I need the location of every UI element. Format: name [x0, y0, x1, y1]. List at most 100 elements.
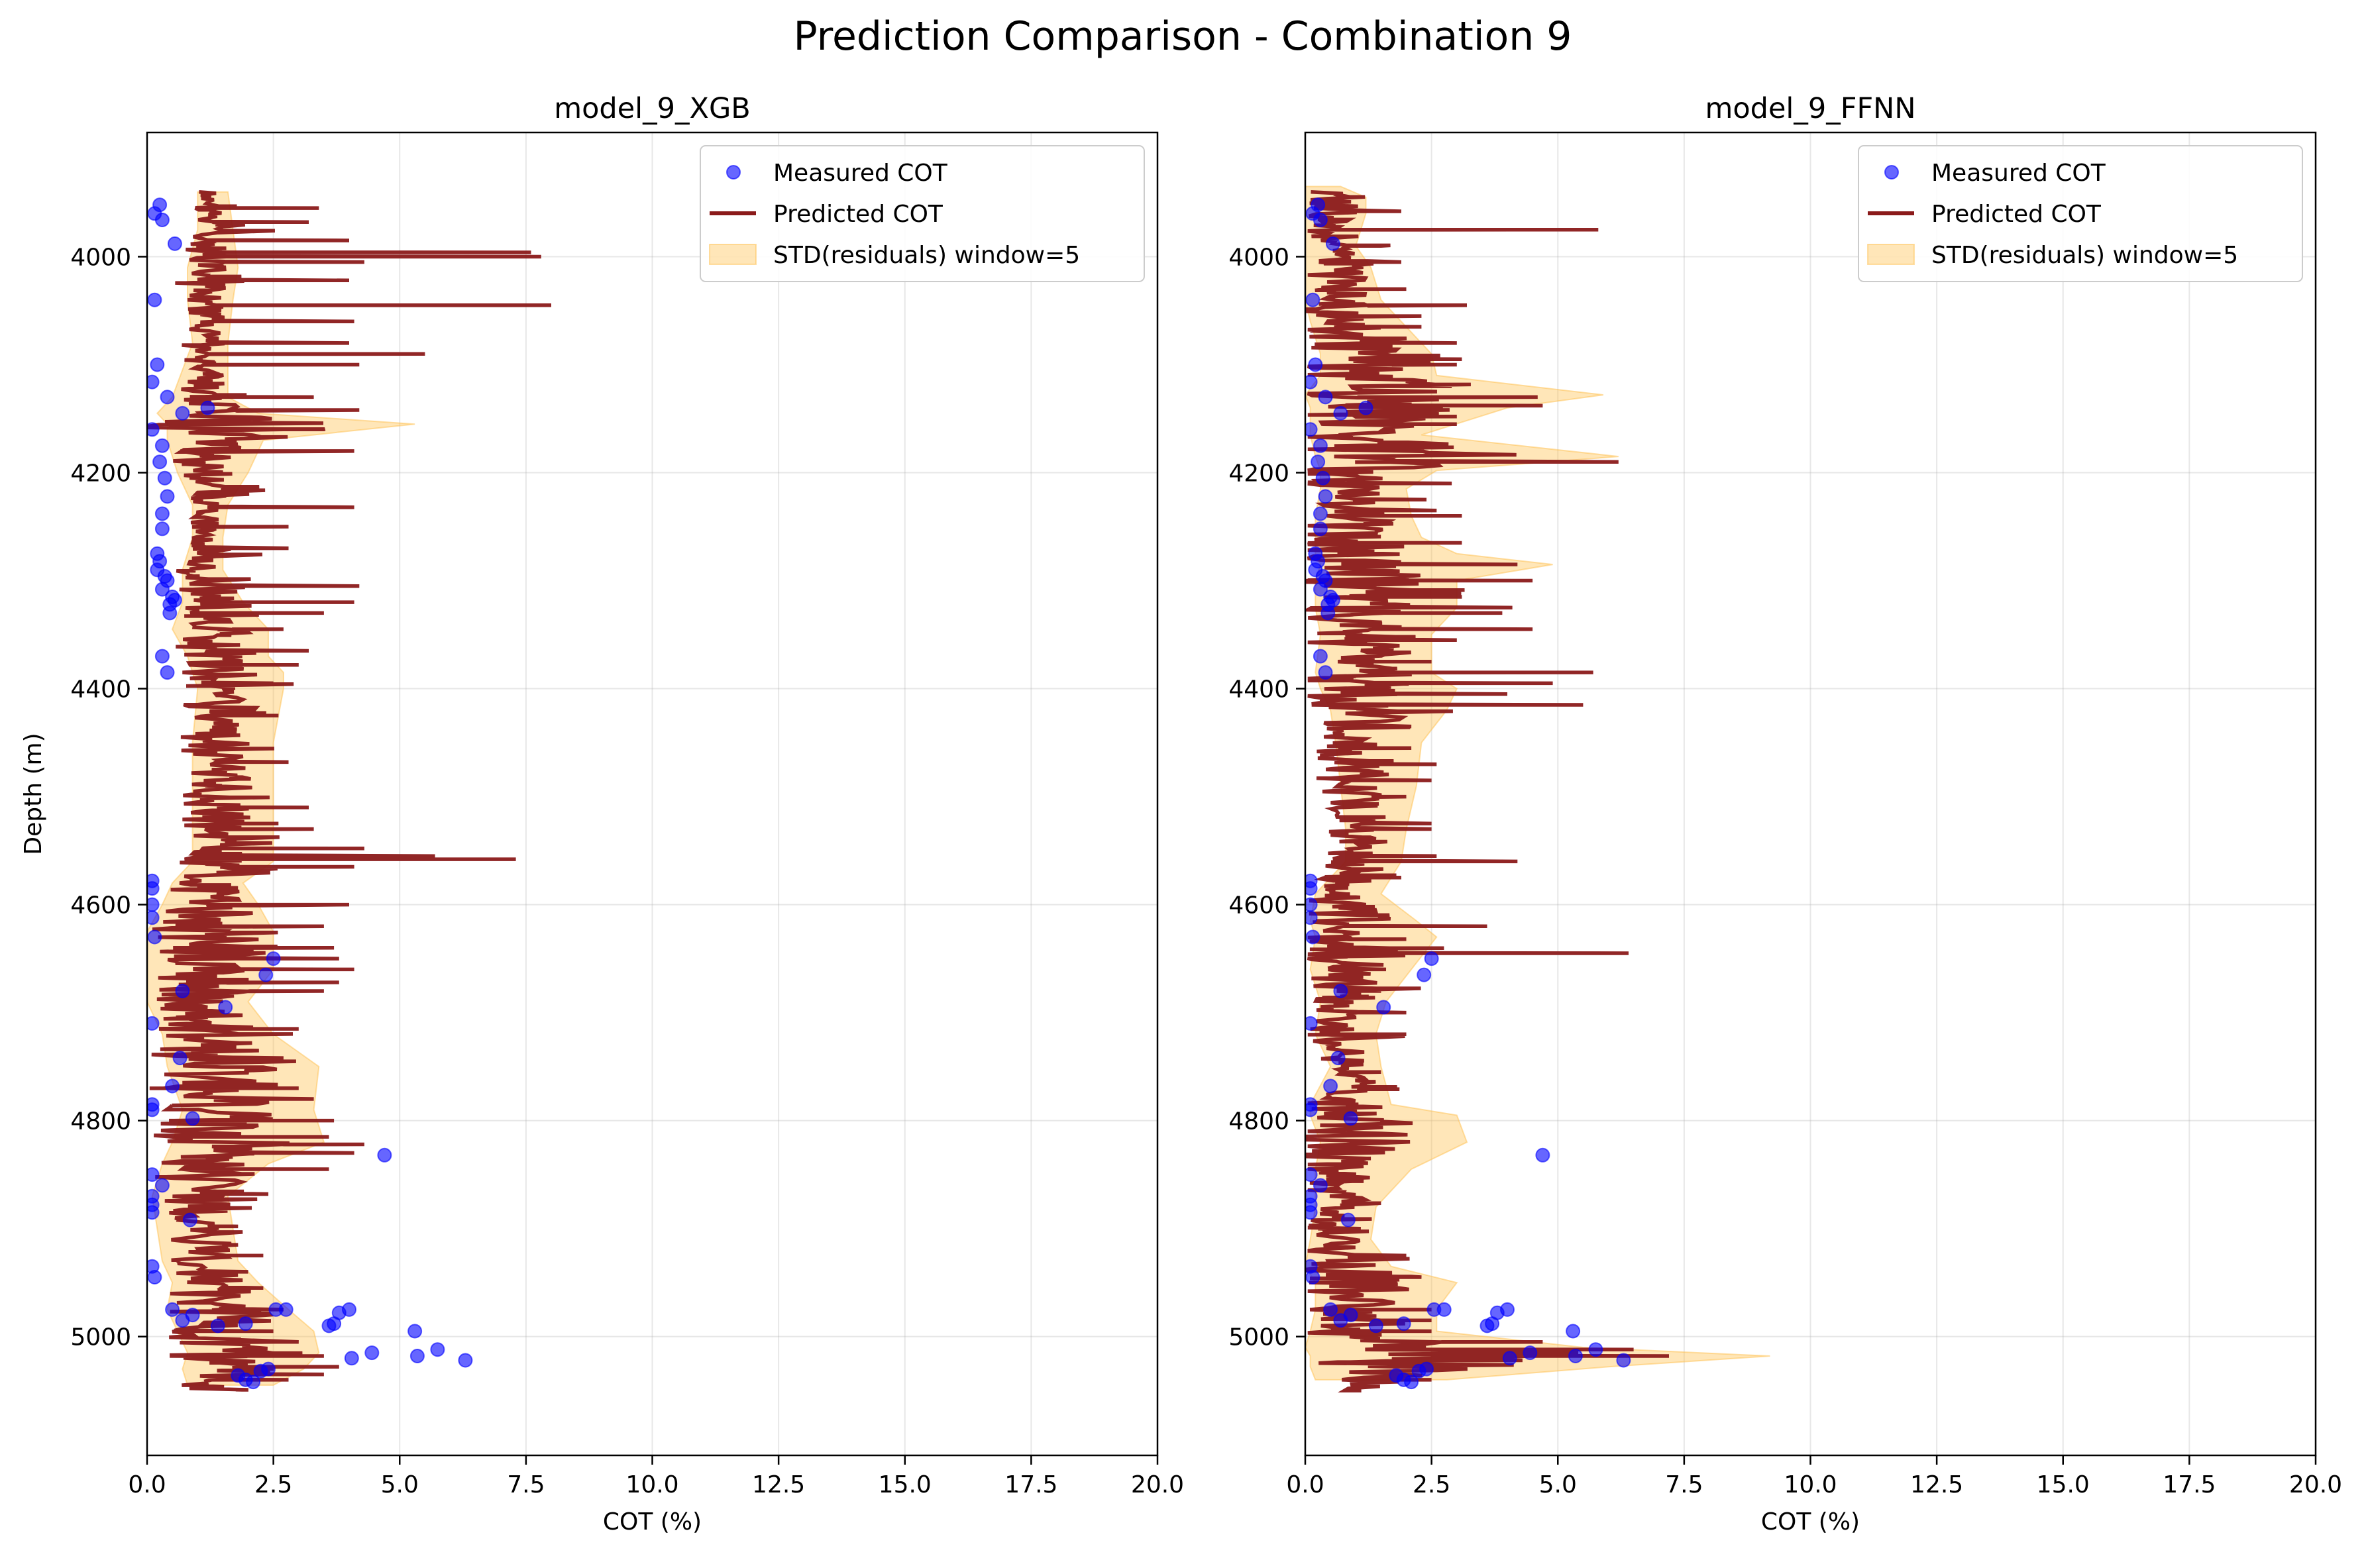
measured-point: [1502, 1351, 1517, 1366]
measured-point: [1313, 506, 1328, 521]
measured-point: [160, 390, 175, 405]
measured-point: [147, 929, 162, 945]
y-tick-label: 4800: [70, 1108, 131, 1135]
y-tick-label: 4400: [70, 676, 131, 704]
measured-point: [1315, 470, 1330, 486]
measured-point: [1305, 422, 1318, 437]
y-tick-label: 5000: [70, 1324, 131, 1351]
measured-point: [1343, 1111, 1358, 1126]
measured-point: [253, 1363, 268, 1379]
x-tick-label: 10.0: [625, 1471, 678, 1498]
measured-point: [1411, 1363, 1426, 1379]
measured-point: [278, 1302, 294, 1317]
y-tick-label: 4200: [1228, 460, 1289, 488]
measured-point: [344, 1351, 359, 1366]
y-tick-label: 4800: [1228, 1108, 1289, 1135]
measured-point: [407, 1324, 423, 1339]
measured-point: [1313, 213, 1328, 227]
subplot-title: model_9_XGB: [554, 92, 751, 125]
measured-point: [1305, 881, 1318, 896]
x-tick-label: 10.0: [1784, 1471, 1837, 1498]
measured-point: [147, 881, 160, 896]
measured-point: [1616, 1353, 1631, 1368]
measured-point: [147, 1205, 160, 1220]
legend-marker-band: [1867, 244, 1915, 265]
measured-point: [147, 1167, 160, 1182]
measured-point: [1305, 1270, 1320, 1284]
y-tick-label: 4000: [1228, 244, 1289, 271]
measured-point: [1566, 1324, 1581, 1339]
measured-point: [1305, 1016, 1318, 1031]
measured-point: [218, 1000, 233, 1015]
x-tick-label: 15.0: [879, 1471, 932, 1498]
measured-point: [167, 236, 182, 251]
legend: Measured COT Predicted COT STD(residuals) …: [700, 145, 1145, 282]
x-tick-label: 2.5: [254, 1471, 292, 1498]
legend-box: [1858, 145, 2303, 282]
legend-label: Predicted COT: [773, 201, 943, 228]
measured-point: [147, 910, 160, 925]
measured-point: [1305, 1167, 1318, 1182]
measured-point: [1323, 1302, 1338, 1317]
measured-point: [1313, 438, 1328, 453]
measured-point: [377, 1147, 392, 1163]
measured-point: [430, 1342, 445, 1357]
y-tick-label: 4000: [70, 244, 131, 271]
measured-point: [1535, 1147, 1550, 1163]
figure-title: Prediction Comparison - Combination 9: [794, 13, 1572, 60]
legend-marker-measured: [726, 165, 741, 180]
y-tick-label: 4400: [1228, 676, 1289, 704]
measured-point: [1479, 1318, 1495, 1333]
measured-point: [172, 1051, 188, 1066]
legend-label: Predicted COT: [1931, 201, 2102, 228]
measured-point: [147, 1270, 162, 1284]
x-tick-label: 0.0: [1286, 1471, 1324, 1498]
measured-point: [1330, 1051, 1346, 1066]
x-tick-label: 7.5: [507, 1471, 545, 1498]
measured-point: [1340, 1212, 1356, 1228]
measured-point: [1368, 1318, 1383, 1333]
measured-point: [258, 967, 274, 982]
subplot-ffnn: 0.0 2.5 5.0 7.5 10.0 12.5 15.0 17.5 20.0 4000 4200…: [1228, 92, 2342, 1536]
measured-point: [409, 1349, 425, 1363]
measured-point: [1305, 910, 1318, 925]
measured-point: [458, 1353, 473, 1368]
measured-point: [1313, 649, 1328, 664]
measured-points: [1305, 197, 1631, 1390]
measured-point: [154, 582, 170, 597]
plot-area: [147, 189, 552, 1392]
predicted-cot-line: [1305, 189, 1670, 1392]
legend-label: Measured COT: [773, 160, 948, 187]
measured-point: [1313, 1178, 1328, 1193]
x-tick-label: 17.5: [1004, 1471, 1057, 1498]
measured-point: [160, 665, 175, 680]
measured-point: [160, 489, 175, 504]
measured-point: [321, 1318, 337, 1333]
measured-point: [1313, 521, 1328, 537]
x-tick-label: 20.0: [2289, 1471, 2342, 1498]
measured-point: [1323, 1078, 1338, 1094]
measured-point: [238, 1316, 253, 1332]
x-tick-label: 12.5: [1910, 1471, 1963, 1498]
measured-points: [147, 197, 473, 1390]
measured-point: [1305, 374, 1318, 390]
measured-point: [154, 506, 170, 521]
measured-point: [1417, 967, 1432, 982]
legend-label: STD(residuals) window=5: [773, 242, 1080, 269]
measured-point: [1436, 1302, 1452, 1317]
measured-point: [200, 400, 215, 415]
x-tick-label: 5.0: [1539, 1471, 1577, 1498]
legend: Measured COT Predicted COT STD(residuals) …: [1858, 145, 2303, 282]
measured-point: [342, 1302, 356, 1317]
x-axis-label: COT (%): [603, 1508, 702, 1536]
measured-point: [185, 1111, 200, 1126]
measured-point: [147, 292, 162, 307]
measured-point: [1305, 1205, 1318, 1220]
subplot-xgb: 0.0 2.5 5.0 7.5 10.0 12.5 15.0 17.5 20.0 4000 4200…: [20, 92, 1184, 1536]
y-tick-label: 4600: [70, 892, 131, 919]
measured-point: [1305, 292, 1320, 307]
measured-point: [266, 951, 281, 967]
measured-point: [185, 1308, 200, 1323]
measured-point: [165, 1302, 180, 1317]
